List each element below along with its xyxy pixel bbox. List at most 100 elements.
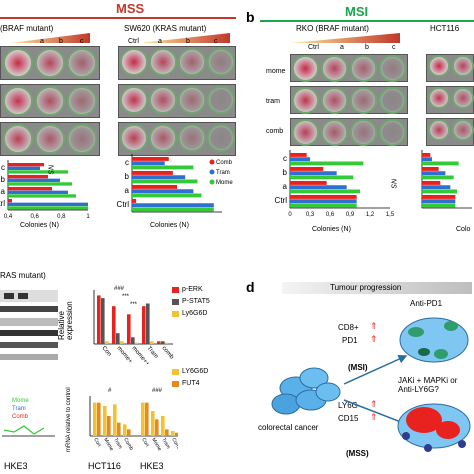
category-label: c <box>125 158 129 167</box>
relative-expression-chart: Con mome+mome++Tram comb###****** <box>93 286 174 364</box>
bar-tram <box>8 190 68 194</box>
culture-well <box>321 55 348 82</box>
bar-mome <box>8 194 76 198</box>
legend-label: Tram <box>216 170 230 176</box>
culture-well <box>120 124 148 152</box>
panel-b-letter: b <box>246 9 255 25</box>
bar-p-stat5 <box>146 303 150 344</box>
mss-sw620-label: SW620 (KRAS mutant) <box>124 24 207 33</box>
culture-well <box>35 86 65 116</box>
bar-comb <box>290 181 327 185</box>
bar-mome <box>290 203 357 208</box>
significance-label: *** <box>122 294 130 300</box>
bar-comb <box>290 195 357 199</box>
bar-mome <box>132 207 214 212</box>
mss-rule <box>0 17 236 19</box>
bar-tram <box>290 199 357 204</box>
category-label: Con <box>100 345 112 357</box>
therapy-question: JAKi + MAPKi or Anti-LY6G? <box>398 376 458 395</box>
bar-ly6g6d <box>103 406 107 436</box>
tumour-progression-label: Tumour progression <box>330 283 402 292</box>
ylabel-relative: Relative expression <box>57 301 74 340</box>
culture-well <box>350 87 377 114</box>
bar-ly6g6d <box>151 411 155 436</box>
bar-tram <box>8 178 60 182</box>
culture-well <box>207 124 235 152</box>
up-arrow-3: ⇑ <box>370 399 378 409</box>
significance-label: # <box>108 388 112 394</box>
bar-fut4 <box>175 432 178 436</box>
msi-col-b: b <box>365 44 369 51</box>
legend-dot <box>209 159 215 165</box>
bar-comb <box>8 187 52 191</box>
bar-mome <box>422 161 459 166</box>
bar-tram <box>132 189 194 194</box>
culture-well <box>452 55 474 77</box>
bar-tram <box>422 185 451 190</box>
bar-p-erk <box>112 306 116 344</box>
bar-tram <box>422 199 456 204</box>
bar-comb <box>132 157 169 161</box>
culture-well <box>67 86 97 116</box>
category-label: c <box>283 154 287 163</box>
bar-mome <box>422 203 456 208</box>
culture-well <box>350 55 377 82</box>
culture-well <box>35 124 65 154</box>
significance-label: ### <box>152 388 163 394</box>
category-label: Tram <box>145 345 158 359</box>
sw-col-a: a <box>158 38 162 45</box>
culture-well <box>149 86 177 114</box>
bar-ly6g6d <box>135 342 139 344</box>
mss-col-b: b <box>59 38 63 45</box>
category-label: a <box>125 186 130 195</box>
culture-well <box>207 48 235 76</box>
bar-p-stat5 <box>101 298 105 344</box>
culture-well <box>452 87 474 109</box>
msi-ns: NS <box>389 178 397 189</box>
bar-tram <box>290 185 347 190</box>
culture-well <box>3 48 33 78</box>
legend-label: Mome <box>216 180 233 186</box>
bar-p-erk <box>97 295 101 344</box>
category-label: Con <box>140 437 150 448</box>
tick-label: 1,2 <box>366 212 375 218</box>
tick-label: 1,5 <box>386 212 395 218</box>
msi-rule <box>260 20 474 22</box>
tick-label: 0,3 <box>306 212 315 218</box>
mss-marker-ly6g: LY6G <box>338 401 358 410</box>
bar-comb <box>132 199 137 203</box>
msi-marker-cd8: CD8+ <box>338 323 359 332</box>
culture-well <box>350 119 377 146</box>
mss-title: MSS <box>116 1 145 16</box>
legend-label: Comb <box>216 160 233 166</box>
bar-tram <box>8 202 88 206</box>
panel-d-letter: d <box>246 279 255 295</box>
panel-c-kras: RAS mutant) <box>0 271 46 280</box>
bar-p-stat5 <box>131 337 135 344</box>
bar-tram <box>422 171 446 176</box>
ylabel-mrna: mRNA relative to control <box>66 387 72 452</box>
sw620-xlabel: Colonies (N) <box>150 222 189 229</box>
culture-well <box>207 86 235 114</box>
up-arrow-2: ⇑ <box>370 334 378 344</box>
category-label: b <box>125 172 130 181</box>
cell-line-hct116: HCT116 <box>88 461 121 471</box>
significance-label: ### <box>114 286 125 292</box>
sw-col-c: c <box>214 38 218 45</box>
culture-well <box>35 48 65 78</box>
bar-mome <box>290 189 360 194</box>
bar-tram <box>132 161 165 166</box>
mss-ns-left: NS <box>46 164 54 175</box>
culture-well <box>178 124 206 152</box>
significance-label: *** <box>130 302 138 308</box>
legend-dot <box>209 169 215 175</box>
bar-fut4 <box>155 419 159 436</box>
msi-col-ctrl: Ctrl <box>308 44 319 51</box>
bar-fut4 <box>107 416 111 436</box>
rko-chart: cba Ctrl 0 0,3 0,6 0,9 1,2 1,5 <box>275 150 395 218</box>
sw620-chart: cba Ctrl Comb Tram Mome <box>117 154 233 213</box>
tumour-progression-bar <box>282 282 472 294</box>
culture-well <box>428 119 450 141</box>
msi-title: MSI <box>345 4 369 19</box>
bar-mome <box>290 175 354 180</box>
